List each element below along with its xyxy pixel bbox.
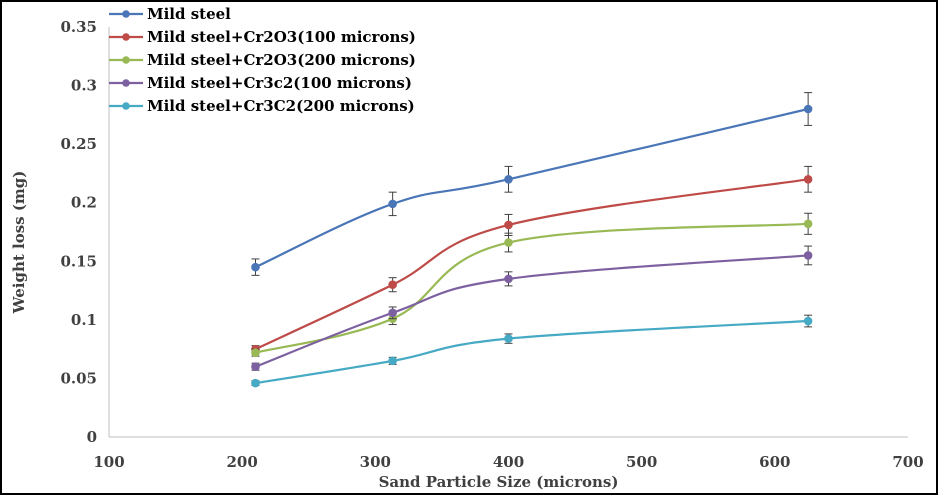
data-point <box>388 280 397 290</box>
series-line <box>255 107 809 269</box>
legend-label: Mild steel+Cr3C2(200 microns) <box>147 97 415 115</box>
data-point <box>803 219 813 229</box>
y-tick-label: 0.15 <box>60 252 97 270</box>
legend-label: Mild steel+Cr2O3(200 microns) <box>147 51 416 69</box>
data-point <box>388 199 397 209</box>
x-tick-label: 600 <box>759 453 790 471</box>
series-3 <box>251 212 813 357</box>
data-point <box>251 378 260 388</box>
series-5 <box>251 314 813 388</box>
legend-swatch-marker <box>122 102 130 110</box>
x-tick-label: 100 <box>93 453 124 471</box>
y-tick-label: 0.3 <box>71 77 97 95</box>
legend-item: Mild steel <box>109 5 231 23</box>
legend-label: Mild steel <box>147 5 231 23</box>
data-point <box>504 174 513 184</box>
data-point <box>803 104 813 114</box>
y-tick-label: 0 <box>87 428 97 446</box>
legend-label: Mild steel+Cr3c2(100 microns) <box>147 74 412 92</box>
data-point <box>251 262 260 272</box>
series-4 <box>251 245 813 372</box>
data-point <box>251 362 260 372</box>
series-line <box>255 178 809 351</box>
legend-item: Mild steel+Cr2O3(200 microns) <box>109 51 416 69</box>
series-line <box>255 319 809 385</box>
x-tick-labels: 100 200 300 400 500 600 700 <box>93 453 923 471</box>
data-point <box>504 238 513 247</box>
legend-swatch-marker <box>122 10 130 18</box>
legend-swatch-marker <box>122 56 130 64</box>
x-tick-label: 500 <box>626 453 657 471</box>
y-tick-labels: 0 0.05 0.1 0.15 0.2 0.25 0.3 0.35 <box>60 18 97 446</box>
legend-item: Mild steel+Cr3c2(100 microns) <box>109 74 412 92</box>
series-line <box>255 222 809 354</box>
data-point <box>388 356 397 366</box>
legend-item: Mild steel+Cr3C2(200 microns) <box>109 97 415 115</box>
x-tick-label: 700 <box>892 453 923 471</box>
y-axis-title: Weight loss (mg) <box>10 171 28 315</box>
data-point <box>504 220 513 230</box>
series-line <box>255 254 809 368</box>
legend-label: Mild steel+Cr2O3(100 microns) <box>147 28 416 46</box>
y-tick-label: 0.2 <box>71 194 97 212</box>
data-point <box>504 334 513 343</box>
y-tick-label: 0.25 <box>60 135 97 153</box>
x-tick-label: 400 <box>493 453 524 471</box>
axes <box>108 27 908 438</box>
series-1 <box>251 92 813 276</box>
x-axis-title: Sand Particle Size (microns) <box>379 473 619 491</box>
legend: Mild steel Mild steel+Cr2O3(100 microns) M… <box>109 5 416 115</box>
legend-swatch-marker <box>122 79 130 87</box>
y-tick-label: 0.05 <box>60 369 97 387</box>
data-point <box>803 251 813 260</box>
y-tick-label: 0.35 <box>60 18 97 36</box>
data-point <box>803 316 813 326</box>
data-point <box>251 348 260 357</box>
x-tick-label: 300 <box>360 453 391 471</box>
legend-swatch-marker <box>122 33 130 41</box>
y-tick-label: 0.1 <box>71 311 97 329</box>
data-point <box>803 174 813 184</box>
x-tick-label: 200 <box>227 453 258 471</box>
plot-area <box>251 92 813 388</box>
data-point <box>504 274 513 284</box>
data-point <box>388 308 397 318</box>
series-2 <box>251 165 813 354</box>
legend-item: Mild steel+Cr2O3(100 microns) <box>109 28 416 46</box>
